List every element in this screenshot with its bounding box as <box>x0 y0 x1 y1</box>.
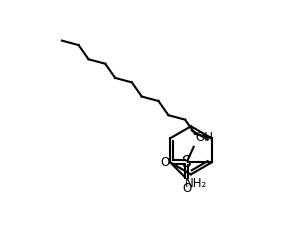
Text: O: O <box>160 156 170 169</box>
Text: O: O <box>182 182 191 195</box>
Text: NH₂: NH₂ <box>185 177 207 191</box>
Text: OH: OH <box>195 131 213 144</box>
Text: S: S <box>182 155 192 170</box>
